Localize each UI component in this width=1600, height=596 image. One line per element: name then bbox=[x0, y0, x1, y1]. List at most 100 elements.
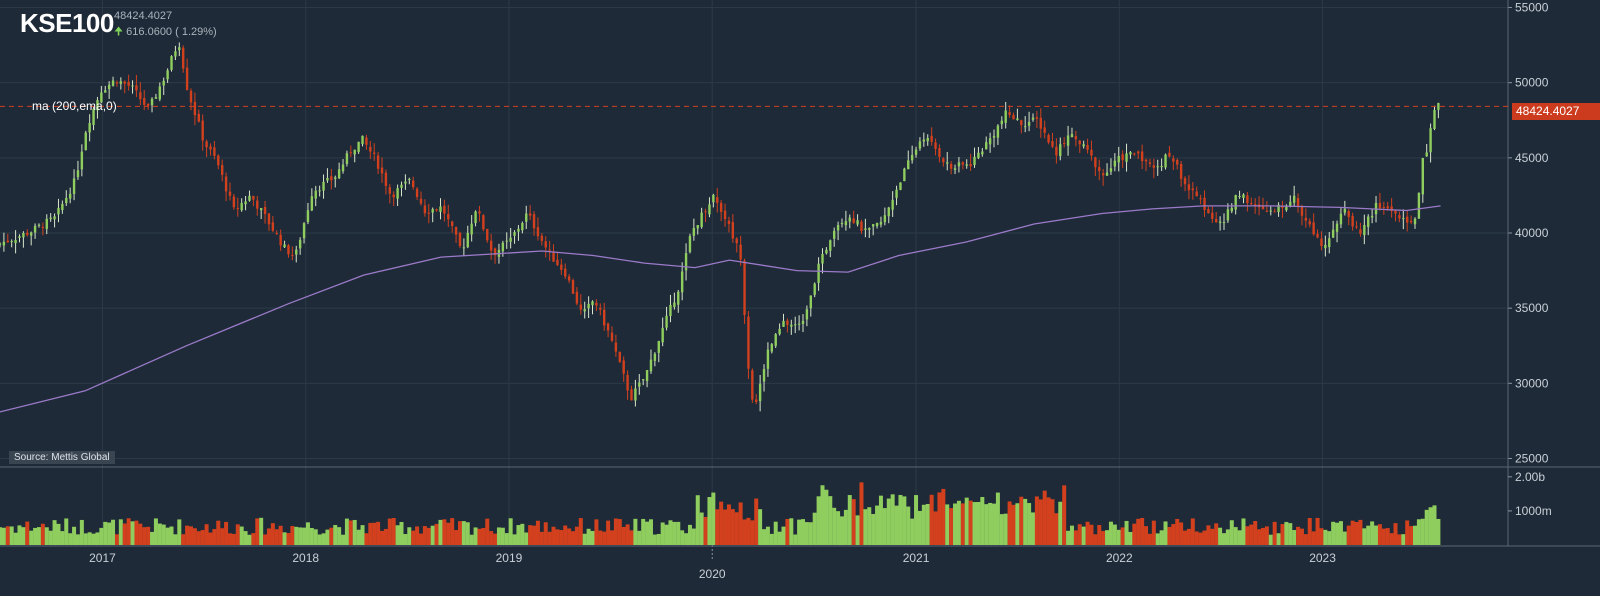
candle-body bbox=[1390, 206, 1393, 212]
candle-body bbox=[540, 235, 544, 241]
candle-body bbox=[57, 207, 60, 215]
volume-bar bbox=[138, 523, 143, 545]
candle-body bbox=[306, 210, 310, 222]
volume-bar bbox=[142, 527, 147, 545]
volume-bar bbox=[1346, 525, 1351, 545]
volume-bar bbox=[415, 526, 420, 545]
candle-body bbox=[146, 103, 150, 106]
volume-bar bbox=[157, 523, 162, 545]
volume-bar bbox=[247, 534, 252, 545]
candle-body bbox=[1125, 153, 1128, 162]
candle-body bbox=[649, 359, 653, 372]
volume-bar bbox=[995, 492, 1000, 545]
candle-body bbox=[232, 196, 236, 208]
candle-body bbox=[1363, 224, 1366, 236]
candle-body bbox=[275, 232, 278, 234]
candle-body bbox=[1324, 244, 1327, 249]
volume-bar bbox=[746, 517, 751, 545]
candle-body bbox=[158, 86, 162, 100]
volume-bar bbox=[216, 520, 221, 545]
candle-body bbox=[1269, 210, 1272, 212]
volume-bar bbox=[1245, 526, 1250, 545]
candle-body bbox=[868, 228, 871, 230]
volume-bar bbox=[1249, 524, 1254, 545]
candle-body bbox=[564, 268, 567, 277]
candle-body bbox=[1265, 210, 1269, 212]
candle-body bbox=[1250, 203, 1253, 205]
candle-body bbox=[131, 85, 134, 87]
candle-body bbox=[84, 132, 87, 151]
volume-bar bbox=[1327, 531, 1332, 545]
volume-bar bbox=[1140, 517, 1145, 545]
candle-body bbox=[735, 238, 738, 244]
candle-body bbox=[1355, 226, 1358, 228]
candle-body bbox=[1168, 152, 1171, 157]
candle-body bbox=[743, 260, 746, 315]
arrow-up-icon: 🠉 bbox=[114, 26, 124, 38]
volume-bar bbox=[360, 525, 365, 545]
volume-bar bbox=[914, 495, 919, 545]
candle-body bbox=[217, 155, 220, 166]
candle-body bbox=[135, 85, 138, 91]
volume-bar bbox=[929, 494, 934, 545]
volume-bar bbox=[442, 519, 447, 545]
candle-body bbox=[758, 383, 762, 402]
candle-body bbox=[953, 168, 957, 170]
candle-body bbox=[193, 101, 197, 116]
candle-body bbox=[1413, 218, 1417, 225]
candle-body bbox=[2, 241, 6, 246]
volume-bar bbox=[1393, 523, 1398, 545]
candle-body bbox=[1090, 149, 1093, 156]
x-tick-label: 2019 bbox=[496, 551, 523, 565]
volume-bar bbox=[1210, 528, 1215, 545]
price-change-value: 616.0600 ( 1.29%) bbox=[126, 26, 217, 38]
candle-body bbox=[1398, 215, 1401, 219]
candle-body bbox=[684, 253, 688, 271]
candle-body bbox=[427, 212, 430, 214]
candle-body bbox=[1023, 126, 1027, 128]
grid bbox=[0, 0, 1508, 545]
volume-bar bbox=[391, 517, 396, 545]
volume-bar bbox=[1272, 521, 1277, 545]
volume-bar bbox=[454, 530, 459, 545]
volume-bar bbox=[13, 532, 18, 545]
candle-body bbox=[357, 141, 360, 152]
volume-bar bbox=[1, 527, 6, 545]
volume-bar bbox=[72, 526, 77, 545]
volume-bar bbox=[949, 508, 954, 545]
volume-bar bbox=[348, 520, 353, 545]
candle-body bbox=[825, 249, 828, 254]
volume-bar bbox=[1101, 531, 1106, 545]
candle-body bbox=[766, 349, 770, 369]
volume-bar bbox=[1198, 532, 1203, 545]
volume-bar bbox=[789, 518, 794, 545]
candle-body bbox=[127, 81, 130, 86]
volume-bar bbox=[1397, 534, 1402, 545]
candle-body bbox=[1417, 192, 1421, 219]
volume-bar bbox=[25, 521, 30, 545]
candle-body bbox=[65, 197, 68, 204]
candle-body bbox=[166, 70, 169, 80]
candle-body bbox=[380, 167, 384, 174]
volume-bar bbox=[395, 525, 400, 545]
candle-body bbox=[907, 160, 910, 170]
candle-body bbox=[489, 240, 493, 251]
volume-bar bbox=[516, 525, 521, 545]
candle-body bbox=[1211, 212, 1214, 219]
volume-bar bbox=[1307, 518, 1312, 545]
volume-bar bbox=[520, 523, 525, 545]
volume-bar bbox=[1183, 530, 1188, 545]
volume-bar bbox=[259, 517, 264, 545]
volume-bar bbox=[1077, 524, 1082, 545]
volume-bar bbox=[469, 534, 474, 545]
ma-indicator-label[interactable]: ma (200,ema,0) bbox=[32, 99, 117, 113]
volume-bar bbox=[173, 534, 178, 545]
volume-bar bbox=[325, 529, 330, 545]
candle-body bbox=[1242, 194, 1245, 198]
candle-body bbox=[185, 67, 189, 91]
candle-body bbox=[1156, 166, 1159, 168]
volume-bar bbox=[1144, 526, 1149, 545]
volume-bar bbox=[1218, 527, 1223, 545]
volume-bar bbox=[820, 485, 825, 545]
